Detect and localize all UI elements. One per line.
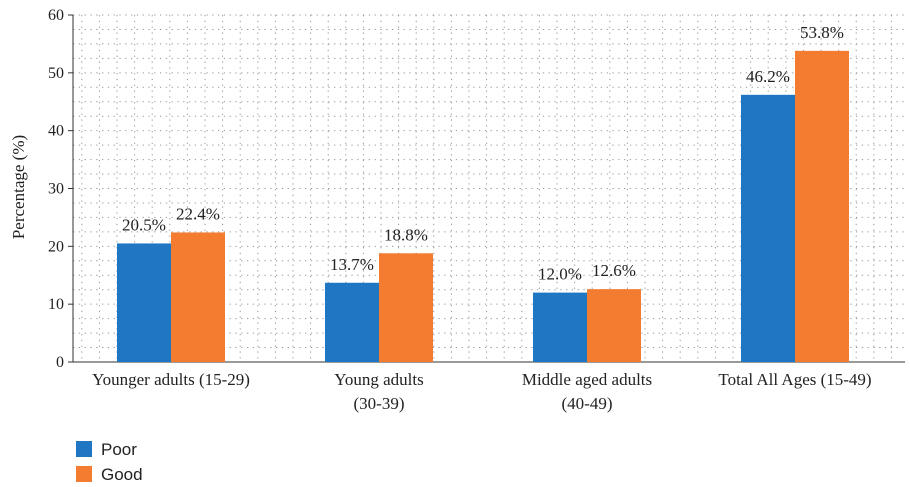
y-tick-labels: 0 10 20 30 40 50 60 [48, 7, 64, 371]
y-axis-label: Percentage (%) [9, 135, 28, 239]
data-label-poor-1: 13.7% [330, 255, 374, 274]
bar-good-0 [171, 232, 225, 362]
x-category-label: (40-49) [562, 394, 613, 413]
legend-label-poor: Poor [101, 440, 137, 459]
bar-poor-2 [533, 292, 587, 362]
data-label-good-0: 22.4% [176, 204, 220, 223]
x-category-label: Total All Ages (15-49) [718, 370, 871, 389]
y-tick-label: 10 [48, 296, 64, 313]
bar-good-3 [795, 50, 849, 363]
legend-label-good: Good [101, 465, 143, 484]
bar-poor-1 [325, 282, 379, 362]
data-label-poor-3: 46.2% [746, 67, 790, 86]
bar-good-2 [587, 289, 641, 362]
x-category-label: Young adults [334, 370, 423, 389]
legend: Poor Good [76, 440, 143, 484]
x-category-labels: Younger adults (15-29) Young adults (30-39… [92, 370, 872, 413]
data-label-poor-2: 12.0% [538, 265, 582, 284]
bar-poor-0 [117, 243, 171, 362]
y-tick-label: 60 [48, 7, 64, 24]
y-tick-label: 50 [48, 65, 64, 82]
bar-poor-3 [741, 94, 795, 362]
y-tick-label: 0 [56, 354, 64, 371]
x-category-label: Younger adults (15-29) [92, 370, 250, 389]
y-tick-label: 40 [48, 123, 64, 140]
legend-swatch-poor [76, 441, 92, 457]
value-labels: 20.5% 22.4% 13.7% 18.8% 12.0% 12.6% 46.2% 53.8% [122, 23, 844, 284]
data-label-good-2: 12.6% [592, 261, 636, 280]
bar-good-1 [379, 253, 433, 362]
data-label-good-1: 18.8% [384, 225, 428, 244]
y-tick-label: 30 [48, 181, 64, 198]
x-category-label: (30-39) [354, 394, 405, 413]
bars [117, 50, 849, 363]
legend-swatch-good [76, 466, 92, 482]
x-category-label: Middle aged adults [522, 370, 652, 389]
data-label-poor-0: 20.5% [122, 215, 166, 234]
data-label-good-3: 53.8% [800, 23, 844, 42]
y-tick-label: 20 [48, 238, 64, 255]
